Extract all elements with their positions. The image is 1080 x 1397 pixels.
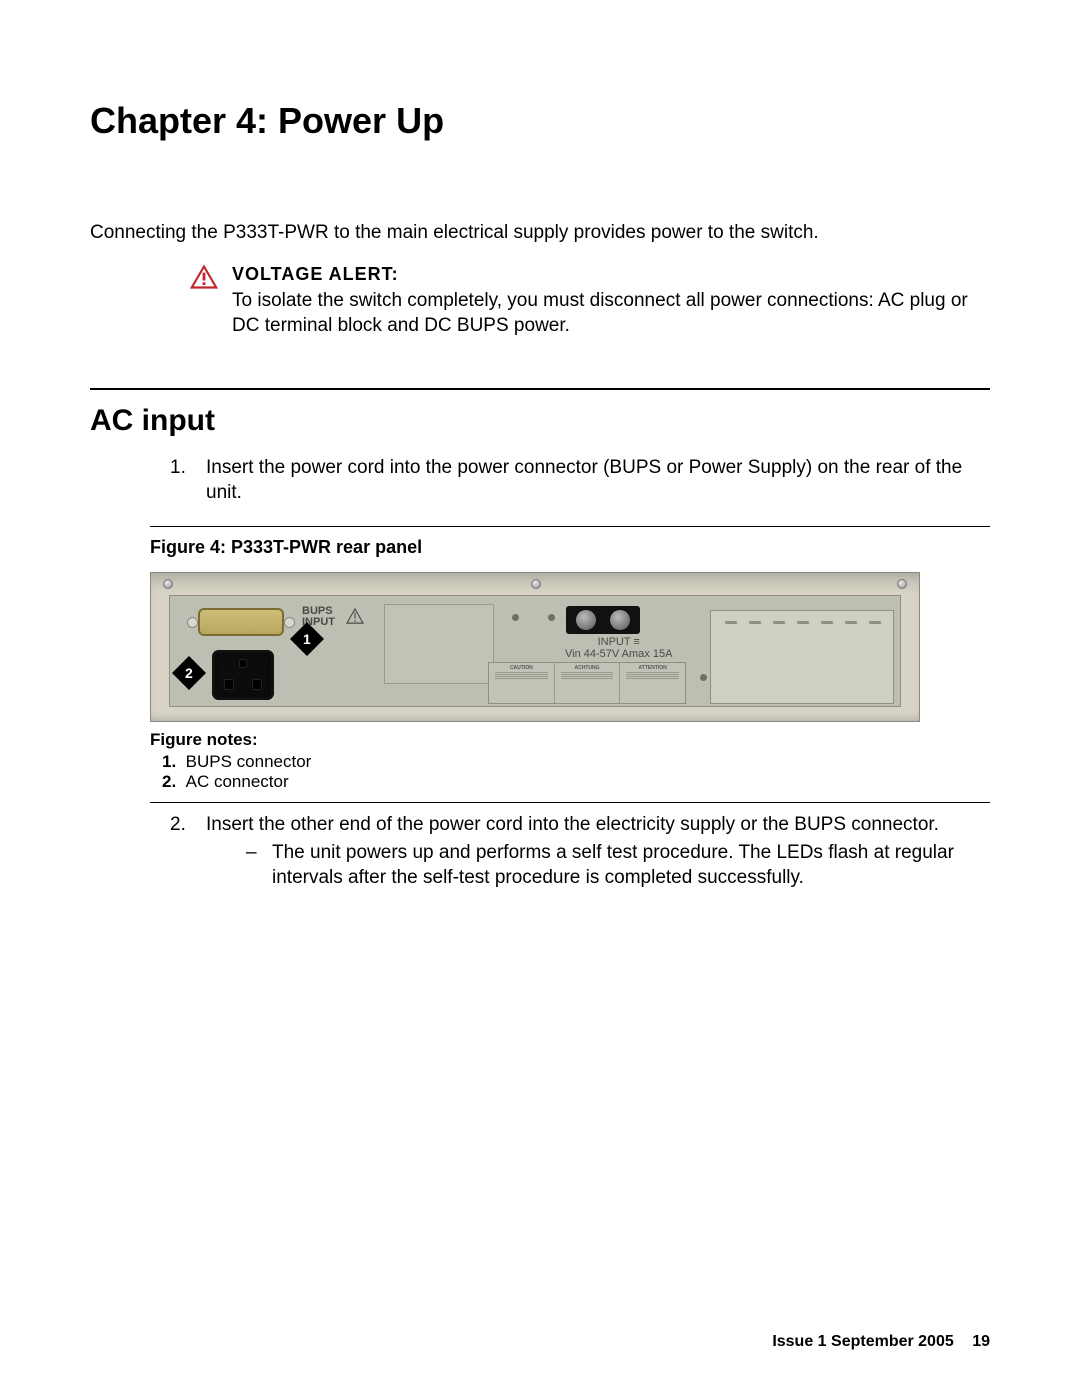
figure-caption: Figure 4: P333T-PWR rear panel bbox=[150, 537, 990, 558]
input-label: INPUT ≡ Vin 44-57V Amax 15A bbox=[565, 636, 672, 661]
ac-connector bbox=[212, 650, 274, 700]
warning-triangle-icon bbox=[190, 264, 218, 290]
bups-label-line1: BUPS bbox=[302, 605, 333, 617]
alert-heading: VOLTAGE ALERT: bbox=[232, 264, 990, 285]
page-footer: Issue 1 September 2005 19 bbox=[772, 1333, 990, 1351]
section-title: AC input bbox=[90, 404, 990, 438]
input-label-line2: Vin 44-57V Amax 15A bbox=[565, 648, 672, 660]
step-2-sub-text: The unit powers up and performs a self t… bbox=[272, 841, 990, 890]
blank-plate bbox=[384, 604, 494, 684]
step-2: 2. Insert the other end of the power cor… bbox=[170, 813, 990, 891]
figure-notes: Figure notes: 1. BUPS connector 2. AC co… bbox=[150, 730, 990, 792]
step-1-number: 1. bbox=[170, 456, 194, 505]
step-list: 1. Insert the power cord into the power … bbox=[170, 456, 990, 505]
alert-body: To isolate the switch completely, you mu… bbox=[232, 289, 990, 338]
step-list-2: 2. Insert the other end of the power cor… bbox=[170, 813, 990, 891]
dash-bullet: – bbox=[246, 841, 260, 890]
expansion-slot bbox=[710, 610, 894, 704]
caution-label: CAUTION ACHTUNG ATTENTION bbox=[488, 662, 686, 704]
step-1-text: Insert the power cord into the power con… bbox=[206, 456, 990, 505]
bups-connector bbox=[198, 608, 284, 636]
figure-top-rule bbox=[150, 526, 990, 527]
step-2-number: 2. bbox=[170, 813, 194, 891]
footer-page-number: 19 bbox=[972, 1333, 990, 1350]
screw-icon bbox=[531, 579, 541, 589]
rivet-icon bbox=[548, 614, 555, 621]
section-rule bbox=[90, 388, 990, 390]
alert-text: VOLTAGE ALERT: To isolate the switch com… bbox=[232, 264, 990, 338]
figure-note-2: 2. AC connector bbox=[162, 772, 990, 792]
rear-panel: BUPS INPUT INPUT ≡ Vin 44-57V Amax bbox=[150, 572, 920, 722]
step-2-text: Insert the other end of the power cord i… bbox=[206, 813, 990, 838]
figure-4: BUPS INPUT INPUT ≡ Vin 44-57V Amax bbox=[150, 572, 990, 722]
chapter-title: Chapter 4: Power Up bbox=[90, 100, 990, 142]
footer-issue: Issue 1 September 2005 bbox=[772, 1333, 953, 1350]
screw-icon bbox=[897, 579, 907, 589]
voltage-alert: VOLTAGE ALERT: To isolate the switch com… bbox=[190, 264, 990, 338]
warning-triangle-icon bbox=[346, 608, 364, 624]
figure-note-1: 1. BUPS connector bbox=[162, 752, 990, 772]
step-2-sub: – The unit powers up and performs a self… bbox=[246, 841, 990, 890]
rivet-icon bbox=[512, 614, 519, 621]
panel-inner: BUPS INPUT INPUT ≡ Vin 44-57V Amax bbox=[169, 595, 901, 707]
rivet-icon bbox=[700, 674, 707, 681]
screw-icon bbox=[163, 579, 173, 589]
figure-bottom-rule bbox=[150, 802, 990, 803]
figure-notes-heading: Figure notes: bbox=[150, 730, 990, 750]
page: Chapter 4: Power Up Connecting the P333T… bbox=[0, 0, 1080, 1397]
step-1: 1. Insert the power cord into the power … bbox=[170, 456, 990, 505]
dc-terminal-block bbox=[566, 606, 640, 634]
intro-paragraph: Connecting the P333T-PWR to the main ele… bbox=[90, 222, 990, 244]
step-2-body: Insert the other end of the power cord i… bbox=[206, 813, 990, 891]
input-label-line1: INPUT bbox=[598, 636, 631, 648]
